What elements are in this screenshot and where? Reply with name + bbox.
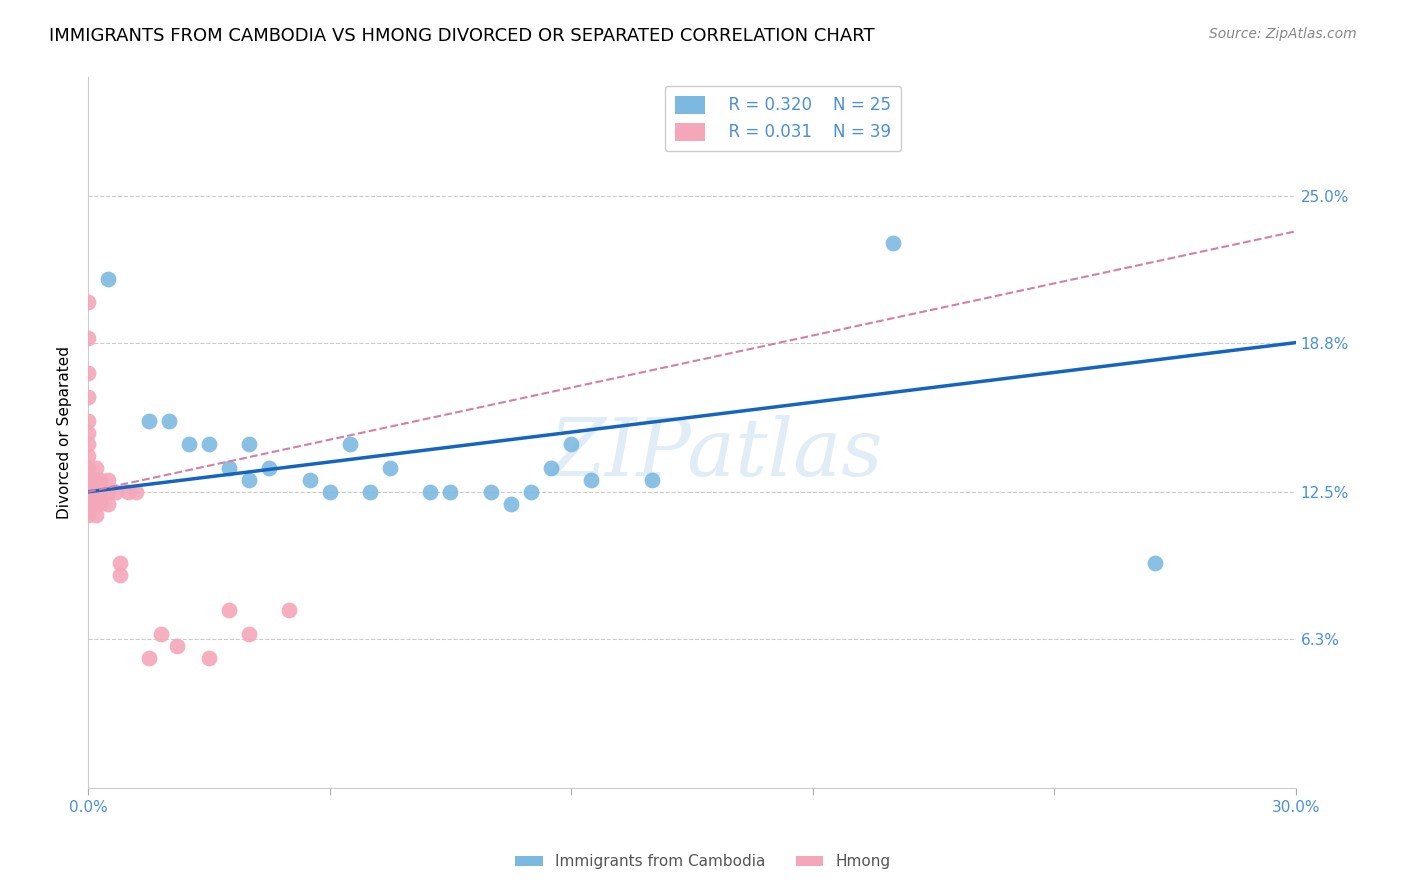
Point: [77, 331, 100, 345]
Point: [198, 650, 221, 665]
Point: [378, 461, 401, 475]
Point: [97, 271, 120, 285]
Point: [84, 473, 107, 487]
Point: [138, 650, 160, 665]
Point: [238, 627, 260, 641]
Point: [77, 484, 100, 499]
Point: [499, 497, 522, 511]
Point: [540, 461, 562, 475]
Point: [1143, 556, 1166, 570]
Point: [110, 567, 132, 582]
Point: [218, 603, 240, 617]
Point: [77, 473, 100, 487]
Point: [238, 437, 260, 451]
Point: [77, 497, 100, 511]
Point: [278, 603, 301, 617]
Point: [77, 450, 100, 464]
Point: [77, 414, 100, 428]
Point: [198, 437, 221, 451]
Point: [77, 295, 100, 310]
Point: [77, 508, 100, 523]
Point: [581, 473, 603, 487]
Point: [218, 461, 240, 475]
Point: [359, 484, 381, 499]
Point: [177, 437, 200, 451]
Point: [339, 437, 361, 451]
Point: [419, 484, 441, 499]
Point: [520, 484, 543, 499]
Point: [89, 473, 111, 487]
Point: [89, 497, 111, 511]
Point: [84, 497, 107, 511]
Point: [318, 484, 340, 499]
Point: [125, 484, 148, 499]
Point: [77, 367, 100, 381]
Point: [84, 497, 107, 511]
Point: [84, 461, 107, 475]
Point: [298, 473, 321, 487]
Text: ZIPatlas: ZIPatlas: [550, 415, 883, 492]
Point: [97, 497, 120, 511]
Point: [97, 484, 120, 499]
Legend: Immigrants from Cambodia, Hmong: Immigrants from Cambodia, Hmong: [509, 848, 897, 875]
Point: [105, 484, 128, 499]
Point: [77, 473, 100, 487]
Point: [89, 484, 111, 499]
Point: [479, 484, 502, 499]
Legend:   R = 0.320    N = 25,   R = 0.031    N = 39: R = 0.320 N = 25, R = 0.031 N = 39: [665, 86, 901, 152]
Point: [77, 461, 100, 475]
Point: [166, 639, 188, 653]
Point: [77, 437, 100, 451]
Text: IMMIGRANTS FROM CAMBODIA VS HMONG DIVORCED OR SEPARATED CORRELATION CHART: IMMIGRANTS FROM CAMBODIA VS HMONG DIVORC…: [49, 27, 875, 45]
Point: [117, 484, 139, 499]
Y-axis label: Divorced or Separated: Divorced or Separated: [58, 346, 72, 519]
Point: [84, 484, 107, 499]
Point: [138, 414, 160, 428]
Point: [640, 473, 662, 487]
Point: [238, 473, 260, 487]
Point: [259, 461, 281, 475]
Point: [439, 484, 461, 499]
Point: [97, 473, 120, 487]
Point: [84, 473, 107, 487]
Point: [149, 627, 172, 641]
Point: [84, 508, 107, 523]
Point: [157, 414, 180, 428]
Text: Source: ZipAtlas.com: Source: ZipAtlas.com: [1209, 27, 1357, 41]
Point: [882, 236, 904, 251]
Point: [560, 437, 582, 451]
Point: [77, 425, 100, 440]
Point: [77, 390, 100, 404]
Point: [110, 556, 132, 570]
